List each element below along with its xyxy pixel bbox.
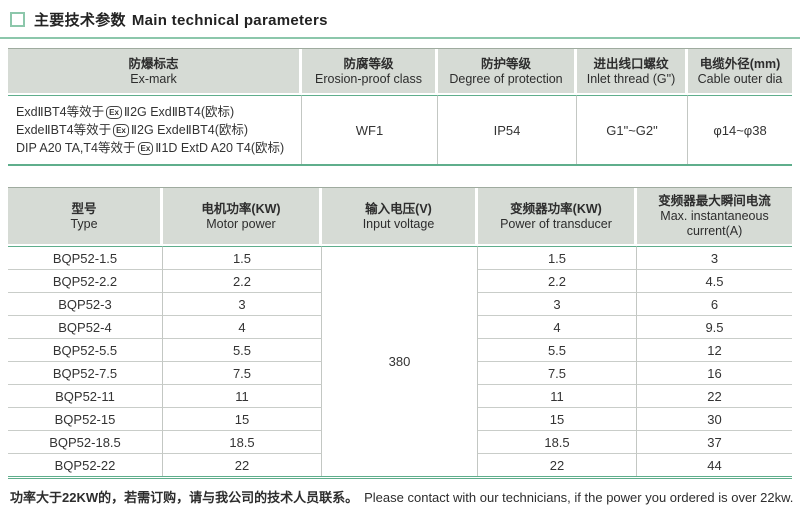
- cell-max-current: 9.5: [637, 316, 792, 339]
- cell-motor-power: 5.5: [163, 339, 322, 362]
- cell-max-current: 16: [637, 362, 792, 385]
- table-row: BQP52-22 22 22 44: [8, 454, 792, 476]
- cell-max-current: 37: [637, 431, 792, 454]
- page-title-en: Main technical parameters: [131, 12, 328, 29]
- cell-transducer-power: 7.5: [478, 362, 637, 385]
- table-row: BQP52-4 4 4 9.5: [8, 316, 792, 339]
- cell-max-current: 22: [637, 385, 792, 408]
- cell-type: BQP52-1.5: [8, 246, 163, 270]
- footer-note-en: Please contact with our technicians, if …: [364, 490, 794, 505]
- col-header-degree-of-protection: 防护等级 Degree of protection: [438, 49, 577, 95]
- cell-transducer-power: 15: [478, 408, 637, 431]
- col-header-motor-power: 电机功率(KW) Motor power: [163, 188, 322, 246]
- cell-transducer-power: 3: [478, 293, 637, 316]
- cell-max-current: 44: [707, 457, 722, 473]
- ex-mark-line: ExdⅡBT4等效于 Ex Ⅱ2G ExdⅡBT4(欧标): [16, 105, 235, 119]
- cell-type: BQP52-22: [8, 454, 163, 476]
- cell-transducer-power: 22: [478, 454, 637, 476]
- col-header-erosion-proof-class: 防腐等级 Erosion-proof class: [302, 49, 438, 95]
- cell-max-current: 3: [637, 246, 792, 270]
- spec-table-header: 防爆标志 Ex-mark 防腐等级 Erosion-proof class 防护…: [8, 49, 792, 95]
- cable-outer-dia-value: φ14~φ38: [688, 95, 792, 164]
- col-header-max-instantaneous-current: 变频器最大瞬间电流 Max. instantaneous current(A): [637, 188, 792, 246]
- inlet-thread-value: G1"~G2": [577, 95, 688, 164]
- section-title-bar: 主要技术参数 Main technical parameters: [0, 0, 800, 39]
- table-row: BQP52-7.5 7.5 7.5 16: [8, 362, 792, 385]
- cell-type: BQP52-3: [8, 293, 163, 316]
- cell-type: BQP52-18.5: [8, 431, 163, 454]
- table-row: BQP52-1.5 1.5 380 1.5 3: [8, 246, 792, 476]
- cell-motor-power: 11: [163, 385, 322, 408]
- footer-note-cn: 功率大于22KW的，若需订购，请与我公司的技术人员联系。: [10, 490, 359, 505]
- cell-transducer-power: 18.5: [478, 431, 637, 454]
- col-header-input-voltage: 输入电压(V) Input voltage: [322, 188, 478, 246]
- col-header-type: 型号 Type: [8, 188, 163, 246]
- cell-motor-power: 7.5: [163, 362, 322, 385]
- cell-type: BQP52-4: [8, 316, 163, 339]
- cell-type: BQP52-7.5: [8, 362, 163, 385]
- cell-motor-power: 15: [163, 408, 322, 431]
- cell-type: BQP52-2.2: [8, 270, 163, 293]
- model-table-header: 型号 Type 电机功率(KW) Motor power 输入电压(V) Inp…: [8, 188, 792, 246]
- degree-of-protection-value: IP54: [438, 95, 577, 164]
- atex-ex-icon: Ex: [113, 124, 129, 137]
- table-row: BQP52-2.2 2.2 2.2 4.5: [8, 270, 792, 293]
- table-row: BQP52-5.5 5.5 5.5 12: [8, 339, 792, 362]
- cell-transducer-power: 2.2: [478, 270, 637, 293]
- cell-motor-power: 4: [163, 316, 322, 339]
- table-row: BQP52-15 15 15 30: [8, 408, 792, 431]
- col-header-inlet-thread: 进出线口螺纹 Inlet thread (G"): [577, 49, 688, 95]
- cell-max-current: 30: [637, 408, 792, 431]
- cell-max-current: 12: [637, 339, 792, 362]
- ex-mark-line: ExdeⅡBT4等效于 Ex Ⅱ2G ExdeⅡBT4(欧标): [16, 123, 249, 137]
- section-marker-icon: [10, 12, 25, 27]
- cell-motor-power: 18.5: [163, 431, 322, 454]
- cell-transducer-power: 11: [478, 385, 637, 408]
- page-title-cn: 主要技术参数: [34, 12, 126, 29]
- cell-type: BQP52-11: [8, 385, 163, 408]
- cell-motor-power: 1.5: [163, 246, 322, 270]
- erosion-proof-class-value: WF1: [302, 95, 438, 164]
- col-header-ex-mark: 防爆标志 Ex-mark: [8, 49, 302, 95]
- cell-motor-power: 22: [163, 454, 322, 476]
- spec-table: 防爆标志 Ex-mark 防腐等级 Erosion-proof class 防护…: [8, 48, 792, 166]
- cell-max-current: 4.5: [637, 270, 792, 293]
- cell-transducer-power: 1.5: [478, 246, 637, 270]
- atex-ex-icon: Ex: [137, 142, 154, 155]
- spec-table-row: ExdⅡBT4等效于 Ex Ⅱ2G ExdⅡBT4(欧标) ExdeⅡBT4等效于 E…: [8, 95, 792, 164]
- ex-mark-cell: ExdⅡBT4等效于 Ex Ⅱ2G ExdⅡBT4(欧标) ExdeⅡBT4等效于 E…: [8, 95, 302, 164]
- model-table-body: BQP52-1.5 1.5 380 1.5 3 BQP52-2.2 2.2 2.2 4.5 BQP…: [8, 246, 792, 476]
- cell-type: BQP52-5.5: [8, 339, 163, 362]
- footer-note: 功率大于22KW的，若需订购，请与我公司的技术人员联系。 Please conta…: [10, 487, 794, 506]
- page-title: 主要技术参数 Main technical parameters: [34, 9, 328, 30]
- cell-input-voltage: 380: [322, 246, 478, 476]
- cell-transducer-power: 5.5: [478, 339, 637, 362]
- col-header-cable-outer-dia: 电缆外径(mm) Cable outer dia: [688, 49, 792, 95]
- col-header-power-of-transducer: 变频器功率(KW) Power of transducer: [478, 188, 637, 246]
- table-row: BQP52-3 3 3 6: [8, 293, 792, 316]
- cell-motor-power: 3: [163, 293, 322, 316]
- ex-mark-line: DIP A20 TA,T4等效于 Ex Ⅱ1D ExtD A20 T4(欧标): [16, 141, 285, 155]
- table-row: BQP52-11 11 11 22: [8, 385, 792, 408]
- model-table: 型号 Type 电机功率(KW) Motor power 输入电压(V) Inp…: [8, 187, 792, 479]
- cell-type: BQP52-15: [8, 408, 163, 431]
- cell-motor-power: 2.2: [163, 270, 322, 293]
- atex-ex-icon: Ex: [106, 106, 122, 119]
- cell-max-current: 6: [637, 293, 792, 316]
- table-row: BQP52-18.5 18.5 18.5 37: [8, 431, 792, 454]
- cell-transducer-power: 4: [478, 316, 637, 339]
